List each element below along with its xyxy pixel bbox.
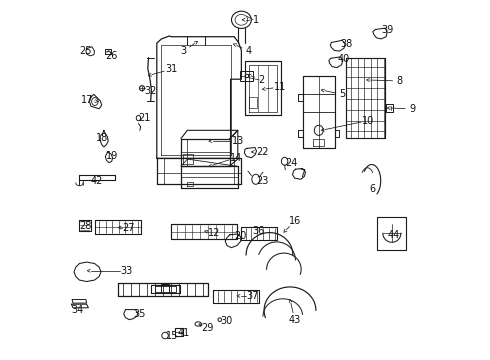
Text: 8: 8	[397, 76, 403, 86]
Text: 43: 43	[289, 315, 301, 325]
Text: 33: 33	[121, 266, 133, 276]
Text: 21: 21	[139, 113, 151, 123]
Text: 16: 16	[289, 216, 301, 226]
Text: 13: 13	[232, 136, 244, 146]
Text: 24: 24	[285, 158, 297, 168]
Text: 32: 32	[145, 86, 157, 96]
Text: 9: 9	[409, 104, 416, 114]
Text: 5: 5	[339, 89, 345, 99]
Text: 25: 25	[80, 46, 92, 56]
Text: 7: 7	[299, 168, 306, 179]
Text: 14: 14	[230, 153, 242, 163]
Text: 2: 2	[258, 75, 264, 85]
Text: 3: 3	[181, 46, 187, 56]
Text: 23: 23	[256, 176, 269, 186]
Text: 18: 18	[96, 132, 108, 143]
Text: 26: 26	[105, 51, 117, 61]
Text: 38: 38	[341, 39, 353, 49]
Text: 36: 36	[252, 226, 265, 236]
Text: 15: 15	[166, 330, 178, 341]
Text: 44: 44	[387, 230, 399, 240]
Bar	[162, 284, 170, 293]
Text: 37: 37	[247, 291, 259, 301]
Text: 4: 4	[245, 46, 252, 56]
Text: 1: 1	[253, 15, 259, 25]
Text: 20: 20	[235, 231, 247, 241]
Text: 34: 34	[72, 305, 84, 315]
Text: 28: 28	[80, 221, 92, 231]
Text: 31: 31	[165, 64, 177, 74]
Text: 40: 40	[338, 54, 350, 64]
Text: 12: 12	[208, 228, 220, 238]
Bar	[240, 71, 253, 81]
Text: 35: 35	[134, 309, 146, 319]
Text: 22: 22	[256, 147, 269, 157]
Text: 11: 11	[274, 82, 286, 92]
Text: 42: 42	[91, 176, 103, 186]
Text: 10: 10	[362, 116, 374, 126]
Text: 6: 6	[370, 184, 376, 194]
Text: 29: 29	[201, 323, 213, 333]
Text: 30: 30	[220, 316, 232, 326]
Text: 19: 19	[106, 150, 118, 161]
Text: 41: 41	[178, 328, 190, 338]
Text: 17: 17	[81, 95, 94, 105]
Text: 39: 39	[381, 24, 393, 35]
Text: 27: 27	[122, 222, 134, 233]
